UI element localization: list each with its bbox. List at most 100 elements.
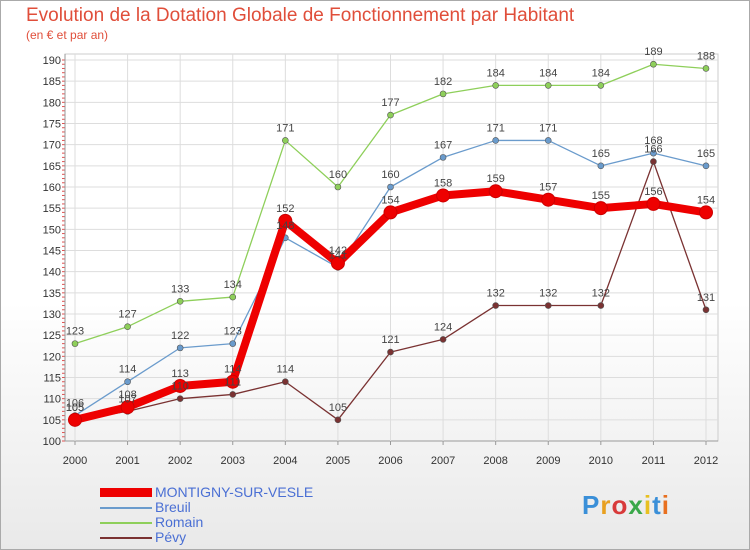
data-label: 154 <box>381 194 399 206</box>
x-tick-label: 2000 <box>63 455 87 467</box>
data-point <box>387 111 394 119</box>
data-label: 171 <box>486 122 504 134</box>
legend-swatch <box>100 507 152 509</box>
data-label: 113 <box>171 368 189 380</box>
data-point <box>387 183 394 191</box>
data-point <box>334 183 342 191</box>
data-label: 155 <box>592 190 610 202</box>
y-tick-label: 185 <box>43 76 61 88</box>
data-point <box>492 137 499 144</box>
data-point <box>492 82 499 89</box>
data-label: 131 <box>697 292 715 304</box>
data-point <box>544 302 552 309</box>
legend-label: Romain <box>155 514 204 530</box>
y-tick-label: 160 <box>43 182 61 194</box>
data-label: 184 <box>592 67 610 79</box>
x-tick-label: 2012 <box>694 455 718 467</box>
data-point <box>544 82 552 89</box>
data-point <box>439 154 447 161</box>
data-point <box>124 378 131 386</box>
data-label: 159 <box>486 173 504 185</box>
data-label: 111 <box>224 376 241 388</box>
data-label: 184 <box>539 67 557 79</box>
data-label: 127 <box>118 309 136 321</box>
data-point <box>544 137 552 144</box>
data-label: 158 <box>434 177 452 189</box>
x-tick-label: 2005 <box>326 455 350 467</box>
data-point <box>439 336 447 343</box>
data-point <box>650 149 657 157</box>
data-label: 154 <box>697 194 715 206</box>
y-tick-label: 190 <box>43 55 61 67</box>
data-point <box>597 82 605 89</box>
data-point <box>176 344 184 352</box>
x-tick-label: 2009 <box>536 455 560 467</box>
y-tick-label: 110 <box>43 394 61 406</box>
data-point <box>334 416 342 424</box>
data-point <box>68 412 82 427</box>
data-point <box>439 90 447 98</box>
data-label: 148 <box>276 220 294 232</box>
data-point <box>176 395 184 402</box>
data-point <box>699 205 713 220</box>
data-point <box>229 391 237 398</box>
x-tick-label: 2007 <box>431 455 455 467</box>
legend-swatch <box>100 488 152 497</box>
data-point <box>597 162 605 170</box>
data-label: 168 <box>644 135 662 147</box>
x-tick-label: 2001 <box>115 455 139 467</box>
y-tick-label: 135 <box>43 288 61 300</box>
data-point <box>702 65 710 72</box>
logo-letter: t <box>652 490 662 520</box>
legend-swatch <box>100 522 152 524</box>
data-label: 167 <box>434 139 452 151</box>
data-label: 189 <box>644 46 662 58</box>
y-tick-label: 140 <box>43 267 61 279</box>
x-tick-label: 2008 <box>483 455 507 467</box>
y-tick-label: 155 <box>43 203 61 215</box>
data-label: 152 <box>276 203 294 215</box>
data-point <box>597 302 605 309</box>
y-tick-label: 170 <box>43 140 61 152</box>
data-point <box>650 158 657 165</box>
data-point <box>492 302 499 309</box>
data-point <box>702 162 710 170</box>
logo-letter: i <box>643 490 653 520</box>
data-label: 165 <box>592 148 610 160</box>
data-label: 132 <box>539 288 557 300</box>
data-point <box>229 340 237 347</box>
y-tick-label: 150 <box>43 224 61 236</box>
data-label: 122 <box>171 330 189 342</box>
data-label: 132 <box>486 288 504 300</box>
x-tick-label: 2006 <box>378 455 402 467</box>
data-point <box>282 378 289 386</box>
y-tick-label: 100 <box>43 436 61 448</box>
data-point <box>488 184 503 199</box>
y-tick-label: 175 <box>43 119 61 131</box>
data-label: 134 <box>224 279 242 291</box>
data-label: 142 <box>329 245 347 257</box>
data-label: 110 <box>171 381 189 393</box>
x-tick-label: 2004 <box>273 455 297 467</box>
data-point <box>650 60 657 68</box>
data-label: 108 <box>118 389 136 401</box>
data-point <box>120 400 135 415</box>
data-label: 160 <box>381 169 399 181</box>
legend-label: MONTIGNY-SUR-VESLE <box>155 484 314 500</box>
data-point <box>436 188 451 203</box>
x-tick-label: 2003 <box>221 455 245 467</box>
data-point <box>646 196 661 211</box>
data-label: 160 <box>329 169 347 181</box>
legend-swatch <box>100 537 152 539</box>
data-label: 105 <box>66 402 84 414</box>
y-tick-label: 130 <box>43 309 61 321</box>
data-point <box>383 205 398 220</box>
x-tick-label: 2002 <box>168 455 192 467</box>
y-tick-label: 105 <box>43 415 61 427</box>
data-label: 114 <box>119 364 137 376</box>
y-tick-label: 125 <box>43 330 61 342</box>
data-label: 106 <box>66 398 84 410</box>
data-label: 141 <box>329 249 347 261</box>
logo-letter: o <box>611 490 629 520</box>
